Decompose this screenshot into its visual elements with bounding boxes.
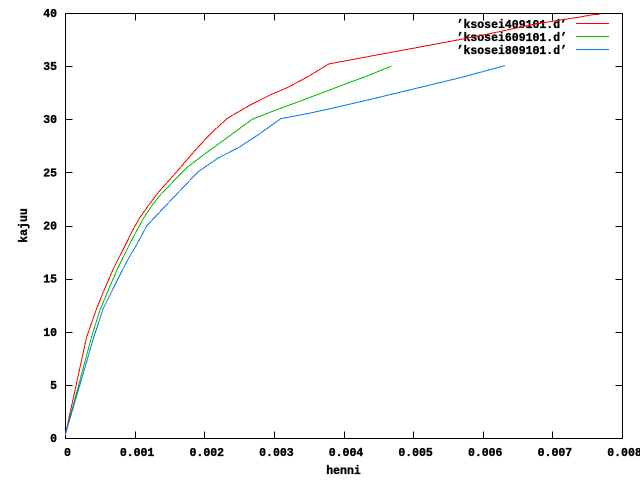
svg-text:20: 20 xyxy=(43,221,57,234)
svg-text:kajuu: kajuu xyxy=(18,208,31,243)
svg-text:5: 5 xyxy=(50,380,57,393)
svg-text:10: 10 xyxy=(43,327,57,340)
svg-text:0.007: 0.007 xyxy=(538,447,573,460)
svg-text:0.006: 0.006 xyxy=(468,447,503,460)
svg-text:henni: henni xyxy=(326,465,361,478)
svg-text:’ksosei809101.d’: ’ksosei809101.d’ xyxy=(457,45,567,58)
svg-text:0.004: 0.004 xyxy=(329,447,364,460)
svg-text:0.003: 0.003 xyxy=(259,447,294,460)
svg-text:’ksosei609101.d’: ’ksosei609101.d’ xyxy=(457,32,567,45)
svg-text:0: 0 xyxy=(64,447,71,460)
svg-text:0.005: 0.005 xyxy=(398,447,433,460)
svg-text:40: 40 xyxy=(43,8,57,21)
svg-text:30: 30 xyxy=(43,114,57,127)
svg-text:25: 25 xyxy=(43,167,57,180)
svg-text:35: 35 xyxy=(43,61,57,74)
svg-text:15: 15 xyxy=(43,274,57,287)
svg-text:0.002: 0.002 xyxy=(190,447,225,460)
svg-text:’ksosei409101.d’: ’ksosei409101.d’ xyxy=(457,19,567,32)
svg-text:0: 0 xyxy=(50,433,57,446)
svg-text:0.001: 0.001 xyxy=(120,447,155,460)
svg-text:0.008: 0.008 xyxy=(607,447,640,460)
